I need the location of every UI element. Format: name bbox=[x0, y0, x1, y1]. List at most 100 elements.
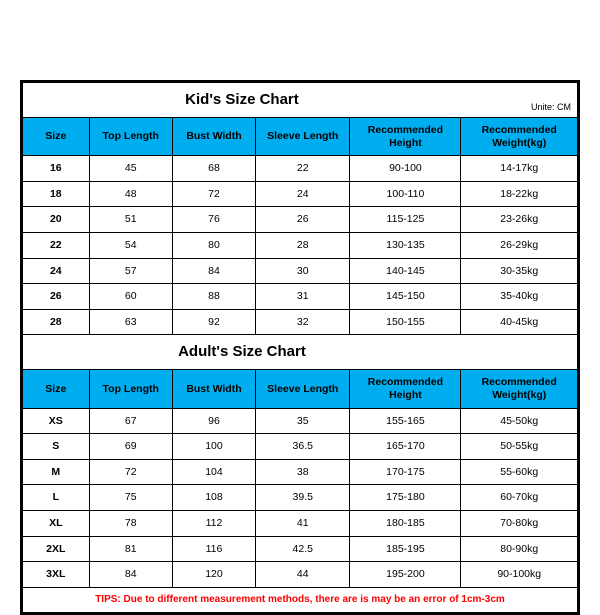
table-row: M7210438170-17555-60kg bbox=[23, 459, 578, 485]
table-cell: 35 bbox=[256, 408, 350, 434]
table-row: 24578430140-14530-35kg bbox=[23, 258, 578, 284]
table-row: 18487224100-11018-22kg bbox=[23, 181, 578, 207]
table-cell: 72 bbox=[172, 181, 255, 207]
table-cell: 96 bbox=[172, 408, 255, 434]
table-row: XL7811241180-18570-80kg bbox=[23, 510, 578, 536]
section-title: Kid's Size Chart bbox=[23, 83, 461, 118]
table-cell: 28 bbox=[23, 309, 90, 335]
table-cell: 100-110 bbox=[350, 181, 461, 207]
table-row: 3XL8412044195-20090-100kg bbox=[23, 562, 578, 588]
table-cell: 140-145 bbox=[350, 258, 461, 284]
table-cell: 51 bbox=[89, 207, 172, 233]
column-header: RecommendedWeight(kg) bbox=[461, 370, 578, 408]
section-title-row: Adult's Size Chart bbox=[23, 335, 578, 370]
table-cell: 180-185 bbox=[350, 510, 461, 536]
table-cell: 28 bbox=[256, 232, 350, 258]
size-chart-table: Kid's Size ChartUnite: CMSizeTop LengthB… bbox=[22, 82, 578, 613]
table-cell: 31 bbox=[256, 284, 350, 310]
table-cell: 57 bbox=[89, 258, 172, 284]
unit-label bbox=[461, 335, 578, 370]
table-cell: 39.5 bbox=[256, 485, 350, 511]
table-cell: 100 bbox=[172, 434, 255, 460]
table-cell: 104 bbox=[172, 459, 255, 485]
table-cell: 41 bbox=[256, 510, 350, 536]
table-row: XS679635155-16545-50kg bbox=[23, 408, 578, 434]
table-cell: 36.5 bbox=[256, 434, 350, 460]
column-header: RecommendedHeight bbox=[350, 370, 461, 408]
column-header: Sleeve Length bbox=[256, 370, 350, 408]
table-cell: 24 bbox=[256, 181, 350, 207]
table-cell: 145-150 bbox=[350, 284, 461, 310]
table-cell: 68 bbox=[172, 156, 255, 182]
table-cell: 84 bbox=[89, 562, 172, 588]
table-cell: 48 bbox=[89, 181, 172, 207]
table-cell: 80 bbox=[172, 232, 255, 258]
table-cell: 150-155 bbox=[350, 309, 461, 335]
table-cell: 26 bbox=[256, 207, 350, 233]
table-cell: 44 bbox=[256, 562, 350, 588]
column-header: Top Length bbox=[89, 370, 172, 408]
column-header: Bust Width bbox=[172, 370, 255, 408]
table-cell: 60-70kg bbox=[461, 485, 578, 511]
table-cell: 45-50kg bbox=[461, 408, 578, 434]
table-cell: 72 bbox=[89, 459, 172, 485]
table-cell: 38 bbox=[256, 459, 350, 485]
table-cell: 90-100 bbox=[350, 156, 461, 182]
table-cell: 165-170 bbox=[350, 434, 461, 460]
table-cell: 80-90kg bbox=[461, 536, 578, 562]
table-cell: 50-55kg bbox=[461, 434, 578, 460]
table-cell: 88 bbox=[172, 284, 255, 310]
column-header: Bust Width bbox=[172, 118, 255, 156]
table-cell: M bbox=[23, 459, 90, 485]
table-row: 2XL8111642.5185-19580-90kg bbox=[23, 536, 578, 562]
table-cell: 90-100kg bbox=[461, 562, 578, 588]
table-cell: 63 bbox=[89, 309, 172, 335]
table-row: S6910036.5165-17050-55kg bbox=[23, 434, 578, 460]
table-row: 28639232150-15540-45kg bbox=[23, 309, 578, 335]
table-row: 26608831145-15035-40kg bbox=[23, 284, 578, 310]
table-cell: L bbox=[23, 485, 90, 511]
table-cell: 16 bbox=[23, 156, 90, 182]
table-cell: 170-175 bbox=[350, 459, 461, 485]
table-row: 22548028130-13526-29kg bbox=[23, 232, 578, 258]
table-cell: 32 bbox=[256, 309, 350, 335]
table-cell: 26 bbox=[23, 284, 90, 310]
table-cell: 75 bbox=[89, 485, 172, 511]
table-cell: 35-40kg bbox=[461, 284, 578, 310]
table-row: 1645682290-10014-17kg bbox=[23, 156, 578, 182]
table-cell: 22 bbox=[23, 232, 90, 258]
table-cell: S bbox=[23, 434, 90, 460]
table-row: 20517626115-12523-26kg bbox=[23, 207, 578, 233]
column-header: Sleeve Length bbox=[256, 118, 350, 156]
table-cell: 3XL bbox=[23, 562, 90, 588]
table-cell: 69 bbox=[89, 434, 172, 460]
column-header: RecommendedWeight(kg) bbox=[461, 118, 578, 156]
table-cell: 55-60kg bbox=[461, 459, 578, 485]
table-cell: 185-195 bbox=[350, 536, 461, 562]
table-cell: 67 bbox=[89, 408, 172, 434]
table-cell: 175-180 bbox=[350, 485, 461, 511]
section-title-row: Kid's Size ChartUnite: CM bbox=[23, 83, 578, 118]
table-cell: 45 bbox=[89, 156, 172, 182]
table-cell: 112 bbox=[172, 510, 255, 536]
column-header: RecommendedHeight bbox=[350, 118, 461, 156]
table-cell: 120 bbox=[172, 562, 255, 588]
unit-label: Unite: CM bbox=[461, 83, 578, 118]
table-cell: XL bbox=[23, 510, 90, 536]
column-header: Size bbox=[23, 118, 90, 156]
table-cell: 76 bbox=[172, 207, 255, 233]
column-header: Size bbox=[23, 370, 90, 408]
table-row: L7510839.5175-18060-70kg bbox=[23, 485, 578, 511]
table-cell: 14-17kg bbox=[461, 156, 578, 182]
table-cell: 24 bbox=[23, 258, 90, 284]
table-cell: 92 bbox=[172, 309, 255, 335]
table-cell: XS bbox=[23, 408, 90, 434]
table-cell: 42.5 bbox=[256, 536, 350, 562]
table-cell: 23-26kg bbox=[461, 207, 578, 233]
table-cell: 54 bbox=[89, 232, 172, 258]
column-header-row: SizeTop LengthBust WidthSleeve LengthRec… bbox=[23, 118, 578, 156]
table-cell: 30 bbox=[256, 258, 350, 284]
table-cell: 2XL bbox=[23, 536, 90, 562]
table-cell: 70-80kg bbox=[461, 510, 578, 536]
table-cell: 195-200 bbox=[350, 562, 461, 588]
